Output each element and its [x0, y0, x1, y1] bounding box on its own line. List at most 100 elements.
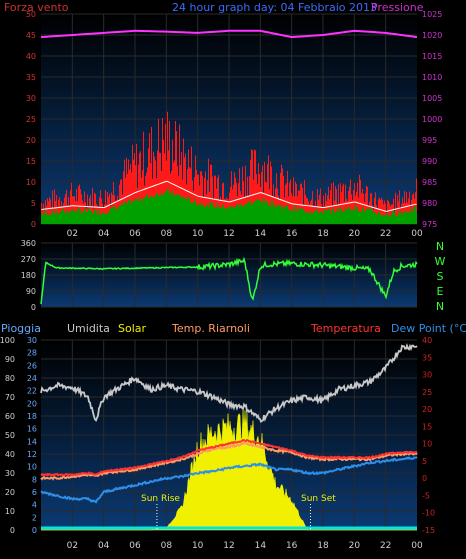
- rain-tick-label: 26: [27, 361, 37, 370]
- direction-series: [40, 256, 418, 305]
- rain-tick-label: 8: [32, 475, 37, 484]
- wind-tick-label: 10: [26, 178, 36, 187]
- x-tick-label-bottom: 00: [411, 541, 423, 551]
- pressure-tick-label: 1015: [422, 52, 442, 61]
- x-tick-label-top: 12: [223, 229, 234, 239]
- wind-tick-label: 50: [26, 10, 36, 19]
- sun-set-label: Sun Set: [301, 494, 336, 504]
- rain-tick-label: 16: [27, 425, 37, 434]
- wind-avg-series: [41, 188, 417, 224]
- wind-tick-label: 5: [31, 199, 36, 208]
- wind-tick-label: 0: [31, 220, 36, 229]
- legend-humidity: Umidita: [67, 322, 110, 335]
- wind-tick-label: 15: [26, 157, 36, 166]
- temp-tick-label: 0: [422, 474, 427, 483]
- wind-tick-label: 30: [26, 94, 36, 103]
- humidity-tick-label: 60: [5, 412, 15, 421]
- x-tick-label-top: 10: [192, 229, 204, 239]
- rain-tick-label: 2: [32, 513, 37, 522]
- humidity-tick-label: 20: [5, 488, 15, 497]
- humidity-tick-label: 80: [5, 374, 15, 383]
- rain-tick-label: 0: [32, 526, 37, 535]
- x-tick-label-top: 04: [98, 229, 110, 239]
- wind-tick-label: 20: [26, 136, 36, 145]
- humidity-tick-label: 40: [5, 450, 15, 459]
- x-tick-label-bottom: 20: [349, 541, 361, 551]
- temp-tick-label: 35: [422, 353, 432, 362]
- solar-series: [41, 408, 417, 531]
- x-tick-label-bottom: 04: [98, 541, 110, 551]
- x-tick-label-bottom: 14: [255, 541, 267, 551]
- humidity-tick-label: 100: [0, 336, 15, 345]
- x-tick-label-top: 08: [161, 229, 173, 239]
- x-tick-label-bottom: 06: [129, 541, 141, 551]
- pressure-tick-label: 980: [422, 199, 437, 208]
- legend-rain: Pioggia: [1, 322, 41, 335]
- rain-tick-label: 14: [27, 437, 37, 446]
- direction-letter: N: [436, 300, 444, 313]
- rain-tick-label: 28: [27, 349, 37, 358]
- x-tick-label-top: 00: [411, 229, 423, 239]
- x-tick-label-bottom: 18: [317, 541, 329, 551]
- pressure-tick-label: 1005: [422, 94, 442, 103]
- x-tick-label-top: 22: [380, 229, 391, 239]
- x-tick-label-bottom: 22: [380, 541, 391, 551]
- direction-tick-label: 90: [26, 287, 36, 296]
- wind-tick-label: 45: [26, 31, 36, 40]
- humidity-tick-label: 10: [5, 507, 15, 516]
- pressure-axis-title: Pressione: [371, 1, 424, 14]
- temp-tick-label: 30: [422, 371, 432, 380]
- humidity-tick-label: 90: [5, 355, 15, 364]
- temp-tick-label: 25: [422, 388, 432, 397]
- wind-tick-label: 25: [26, 115, 36, 124]
- x-tick-label-top: 20: [349, 229, 361, 239]
- rain-tick-label: 20: [27, 399, 37, 408]
- temp-tick-label: -10: [422, 509, 435, 518]
- legend-solar: Solar: [118, 322, 147, 335]
- x-tick-label-bottom: 16: [286, 541, 298, 551]
- pressure-tick-label: 975: [422, 220, 437, 229]
- rain-tick-label: 22: [27, 387, 37, 396]
- pressure-tick-label: 1025: [422, 10, 442, 19]
- rain-tick-label: 6: [32, 488, 37, 497]
- x-tick-label-top: 02: [67, 229, 78, 239]
- x-tick-label-bottom: 08: [161, 541, 173, 551]
- rain-tick-label: 4: [32, 501, 37, 510]
- temperature-series: [40, 438, 418, 477]
- x-tick-label-top: 14: [255, 229, 267, 239]
- rain-tick-label: 10: [27, 463, 37, 472]
- temp-tick-label: 40: [422, 336, 432, 345]
- rain-tick-label: 18: [27, 412, 37, 421]
- temp-tick-label: -15: [422, 526, 435, 535]
- direction-tick-label: 180: [21, 271, 36, 280]
- x-tick-label-top: 18: [317, 229, 329, 239]
- rain-tick-label: 12: [27, 450, 37, 459]
- pressure-tick-label: 1000: [422, 115, 442, 124]
- graph-title: 24 hour graph day: 04 Febbraio 2013: [172, 1, 377, 14]
- pressure-series: [40, 29, 418, 39]
- wind-tick-label: 40: [26, 52, 36, 61]
- direction-letter: N: [436, 240, 444, 253]
- rain-tick-label: 24: [27, 374, 37, 383]
- temp-tick-label: 20: [422, 405, 432, 414]
- direction-letter: W: [435, 255, 446, 268]
- direction-tick-label: 0: [31, 303, 36, 312]
- humidity-tick-label: 0: [10, 526, 15, 535]
- pressure-tick-label: 985: [422, 178, 437, 187]
- legend-temp-riarnoli: Temp. Riarnoli: [171, 322, 250, 335]
- humidity-series: [40, 343, 418, 424]
- x-tick-label-bottom: 10: [192, 541, 204, 551]
- humidity-tick-label: 70: [5, 393, 15, 402]
- direction-tick-label: 360: [21, 239, 36, 248]
- temp-tick-label: -5: [422, 491, 430, 500]
- x-tick-label-bottom: 02: [67, 541, 78, 551]
- x-tick-label-top: 06: [129, 229, 141, 239]
- x-tick-label-top: 16: [286, 229, 298, 239]
- temp-riarnoli-series: [40, 441, 418, 481]
- temp-tick-label: 5: [422, 457, 427, 466]
- direction-letter: S: [437, 270, 444, 283]
- wind-mean-line: [41, 180, 417, 212]
- pressure-tick-label: 990: [422, 157, 437, 166]
- pressure-tick-label: 1020: [422, 31, 442, 40]
